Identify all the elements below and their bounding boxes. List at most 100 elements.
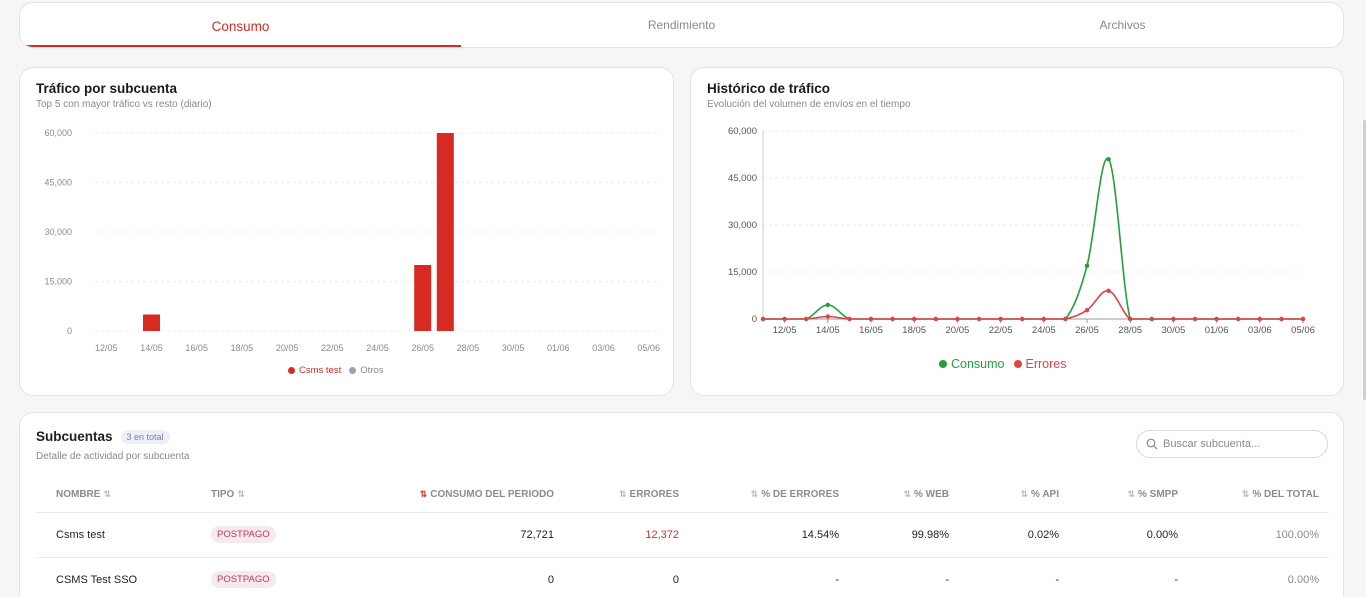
table-row[interactable]: Csms test POSTPAGO 72,721 12,372 14.54% … <box>36 511 1329 557</box>
column-header-tipo[interactable]: TIPO ⇅ <box>191 477 341 512</box>
cell-pct-smpp: 0.00% <box>1069 511 1188 557</box>
column-label: ERRORES <box>629 488 679 500</box>
data-point-errores <box>955 316 960 322</box>
subaccounts-table: NOMBRE ⇅ TIPO ⇅ ⇅ CONSUMO DEL PERIODO ⇅ ERRO… <box>36 477 1329 597</box>
data-point-consumo <box>1106 157 1111 162</box>
series-line-consumo <box>762 157 1303 320</box>
column-label: CONSUMO DEL PERIODO <box>430 488 554 500</box>
column-header-pct-errores[interactable]: ⇅% DE ERRORES <box>689 477 849 512</box>
cell-pct-smpp: - <box>1069 556 1188 597</box>
x-tick-label: 05/06 <box>1291 325 1315 336</box>
type-badge: POSTPAGO <box>211 526 276 543</box>
y-tick-label: 30,000 <box>44 227 72 237</box>
cell-pct-total: 0.00% <box>1188 556 1329 597</box>
search-icon <box>1146 438 1158 450</box>
column-header-pct-total[interactable]: ⇅% DEL TOTAL <box>1188 477 1329 512</box>
traffic-card-subtitle: Top 5 con mayor tráfico vs resto (diario… <box>36 99 212 110</box>
sort-icon: ⇅ <box>1020 488 1029 499</box>
column-label: % API <box>1031 488 1059 500</box>
tab-consumo[interactable]: Consumo <box>20 3 461 47</box>
tab-bar: Consumo Rendimiento Archivos <box>19 2 1344 48</box>
column-header-consumo[interactable]: ⇅ CONSUMO DEL PERIODO <box>341 477 564 512</box>
legend-dot-consumo <box>939 360 947 368</box>
tab-archivos-label: Archivos <box>1099 18 1146 32</box>
x-tick-label: 12/05 <box>773 325 797 336</box>
legend-dot-csms-test <box>288 367 295 374</box>
x-tick-label: 01/06 <box>547 343 570 353</box>
data-point-errores <box>804 316 809 322</box>
data-point-errores <box>1300 316 1306 322</box>
sort-icon: ⇅ <box>1127 488 1135 499</box>
legend-label-consumo: Consumo <box>951 357 1005 371</box>
traffic-history-card: Histórico de tráfico Evolución del volum… <box>690 67 1344 396</box>
cell-pct-errores: 14.54% <box>689 511 849 557</box>
sort-icon: ⇅ <box>1241 488 1250 499</box>
x-tick-label: 20/05 <box>946 325 970 336</box>
data-point-errores <box>1128 316 1133 322</box>
history-card-subtitle: Evolución del volumen de envíos en el ti… <box>707 99 911 110</box>
y-tick-label: 60,000 <box>728 126 757 137</box>
search-placeholder: Buscar subcuenta... <box>1163 438 1261 450</box>
x-tick-label: 03/06 <box>592 343 615 353</box>
column-header-pct-api[interactable]: ⇅% API <box>959 477 1069 512</box>
column-label: % DEL TOTAL <box>1252 488 1319 500</box>
subaccounts-card: Subcuentas 3 en total Detalle de activid… <box>19 412 1344 597</box>
legend-item-otros[interactable]: Otros <box>349 365 383 376</box>
tab-archivos[interactable]: Archivos <box>902 3 1343 47</box>
y-tick-label: 30,000 <box>728 220 757 231</box>
legend-label-errores: Errores <box>1025 357 1067 371</box>
cell-pct-total: 100.00% <box>1188 511 1329 557</box>
tab-rendimiento[interactable]: Rendimiento <box>461 3 902 47</box>
data-point-errores <box>782 316 787 322</box>
cell-pct-api: - <box>959 556 1069 597</box>
x-tick-label: 30/05 <box>1162 325 1186 336</box>
table-row[interactable]: CSMS Test SSO POSTPAGO 0 0 - - - - 0.00% <box>36 556 1329 597</box>
table-header-row: NOMBRE ⇅ TIPO ⇅ ⇅ CONSUMO DEL PERIODO ⇅ ERRO… <box>36 477 1329 512</box>
subaccounts-count-badge: 3 en total <box>120 429 170 444</box>
column-header-errores[interactable]: ⇅ ERRORES <box>564 477 689 512</box>
x-tick-label: 26/05 <box>411 343 434 353</box>
column-header-pct-web[interactable]: ⇅% WEB <box>849 477 959 512</box>
traffic-bar-chart: 0 15,000 30,000 45,000 60,000 12/05 14/05 16/05… <box>44 128 660 353</box>
traffic-card-title: Tráfico por subcuenta <box>36 81 178 96</box>
cell-tipo: POSTPAGO <box>191 556 341 597</box>
data-point-errores <box>1171 316 1176 322</box>
subaccounts-subtitle: Detalle de actividad por subcuenta <box>36 451 190 462</box>
legend-item-errores[interactable]: Errores <box>1013 357 1067 371</box>
x-tick-label: 24/05 <box>366 343 389 353</box>
column-header-pct-smpp[interactable]: ⇅% SMPP <box>1069 477 1188 512</box>
column-label: % WEB <box>914 488 949 500</box>
x-tick-label: 20/05 <box>276 343 299 353</box>
tab-rendimiento-label: Rendimiento <box>647 18 716 32</box>
tab-consumo-label: Consumo <box>211 18 270 34</box>
y-tick-label: 45,000 <box>44 178 72 188</box>
data-point-errores <box>1063 316 1068 322</box>
x-tick-label: 26/05 <box>1075 325 1099 336</box>
data-point-errores <box>1236 316 1241 322</box>
x-tick-label: 24/05 <box>1032 325 1056 336</box>
page-scrollbar[interactable] <box>1363 120 1366 400</box>
x-tick-label: 22/05 <box>989 325 1013 336</box>
type-badge: POSTPAGO <box>211 571 276 589</box>
cell-pct-api: 0.02% <box>959 511 1069 557</box>
subaccount-search-input[interactable]: Buscar subcuenta... <box>1136 430 1328 458</box>
legend-item-consumo[interactable]: Consumo <box>939 357 1005 371</box>
data-point-errores <box>976 316 982 322</box>
x-tick-label: 22/05 <box>321 343 344 353</box>
data-point-errores <box>1279 316 1284 322</box>
column-header-nombre[interactable]: NOMBRE ⇅ <box>36 477 191 512</box>
data-point-errores <box>912 316 917 322</box>
data-point-errores <box>825 314 830 319</box>
subaccounts-title: Subcuentas <box>36 429 113 444</box>
data-point-errores <box>1020 316 1025 322</box>
column-label: % DE ERRORES <box>761 488 839 500</box>
traffic-history-line-chart: 0 15,000 30,000 45,000 60,000 12/05 14/05 16/05… <box>728 126 1315 336</box>
sort-icon: ⇅ <box>750 488 759 499</box>
history-card-title: Histórico de tráfico <box>707 81 831 96</box>
x-tick-label: 16/05 <box>185 343 208 353</box>
data-point-errores <box>868 316 874 322</box>
x-tick-label: 05/06 <box>637 343 660 353</box>
cell-errores: 0 <box>564 556 689 597</box>
legend-item-csms-test[interactable]: Csms test <box>288 365 341 376</box>
column-label: % SMPP <box>1137 488 1178 500</box>
